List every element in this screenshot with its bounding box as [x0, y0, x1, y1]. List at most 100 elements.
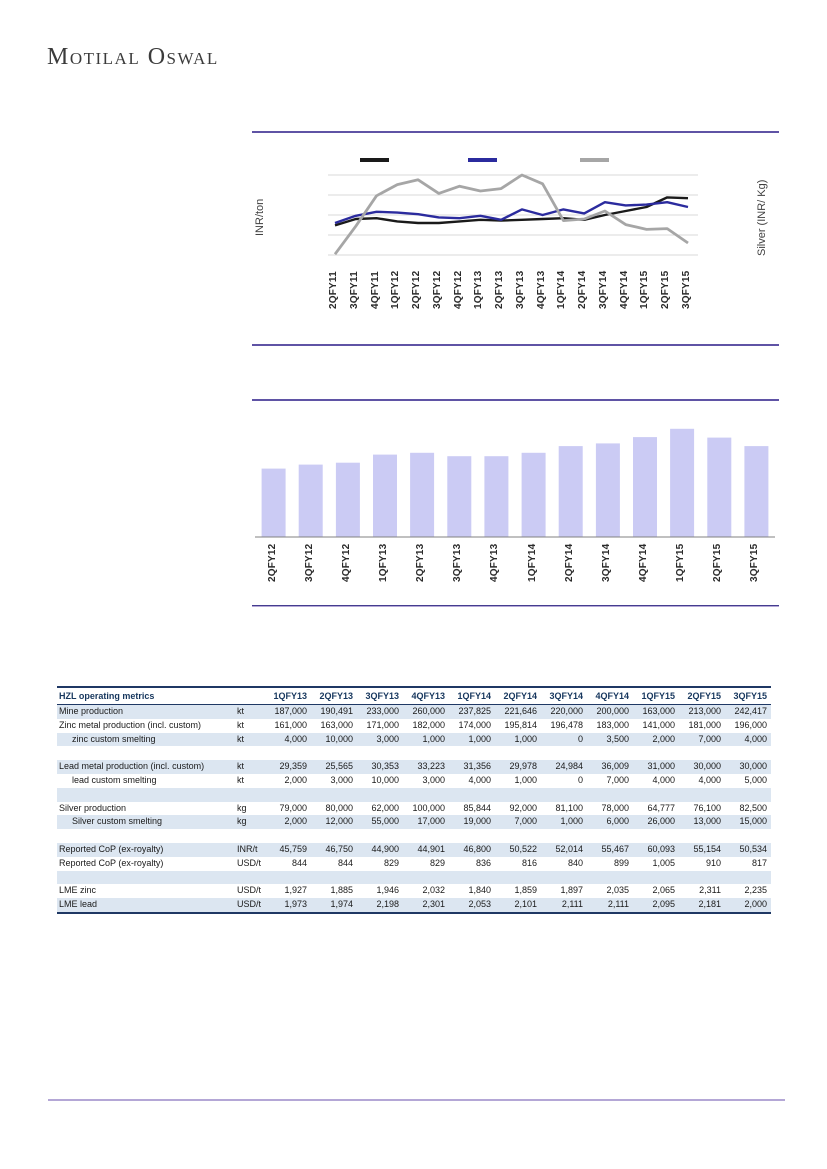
value-cell: 55,154 — [693, 843, 721, 854]
value-cell: 2,000 — [744, 899, 767, 910]
value-cell — [495, 746, 541, 760]
value-cell — [725, 788, 771, 802]
quarter-column-header: 4QFY13 — [403, 687, 449, 705]
quarter-column-header: 2QFY13 — [311, 687, 357, 705]
value-cell: 13,000 — [693, 816, 721, 827]
bar — [261, 468, 286, 537]
unit-column-header — [235, 687, 265, 705]
metric-label-cell: zinc custom smelting — [72, 733, 156, 744]
value-cell: 31,000 — [647, 761, 675, 772]
bar — [410, 452, 435, 537]
value-cell: 30,000 — [693, 761, 721, 772]
line-x-tick-label: 1QFY14 — [556, 271, 568, 310]
table-row: LME zinc USD/t 1,927 1,885 1,946 2,032 1,840 1,… — [57, 884, 771, 898]
value-cell: 2,111 — [561, 899, 583, 910]
bar-x-tick-label: 1QFY13 — [378, 544, 389, 583]
value-cell: 55,000 — [371, 816, 399, 827]
value-cell: 45,759 — [279, 843, 307, 854]
bar-x-tick-label: 2QFY12 — [266, 544, 278, 583]
metric-label-cell: Zinc metal production (incl. custom) — [59, 719, 202, 730]
bar — [373, 454, 397, 537]
bar-x-tick-label: 1QFY14 — [526, 544, 538, 583]
value-cell: 2,111 — [607, 899, 629, 910]
value-cell — [357, 829, 403, 843]
bar-x-tick-label: 2QFY13 — [415, 544, 427, 583]
hzl-operating-metrics-table: HZL operating metrics 1QFY13 2QFY13 3QFY13 4… — [57, 686, 771, 914]
value-cell: 81,100 — [555, 802, 583, 813]
table-blank-row — [57, 746, 771, 760]
line-chart-top-rule — [252, 131, 779, 133]
value-cell: 78,000 — [601, 802, 629, 813]
value-cell: 233,000 — [366, 706, 399, 716]
value-cell: 220,000 — [550, 706, 583, 716]
unit-cell: USD/t — [237, 885, 262, 896]
line-navy-series — [334, 201, 689, 225]
value-cell: 1,840 — [468, 885, 491, 896]
value-cell: 46,750 — [325, 843, 353, 854]
value-cell — [265, 871, 311, 885]
value-cell — [541, 829, 587, 843]
value-cell — [449, 746, 495, 760]
table-blank-row — [57, 829, 771, 843]
value-cell — [679, 746, 725, 760]
value-cell: 31,356 — [463, 761, 491, 772]
value-cell: 2,035 — [606, 885, 629, 896]
metric-label-cell: Silver custom smelting — [72, 816, 163, 827]
quarter-column-header: 1QFY14 — [449, 687, 495, 705]
value-cell: 200,000 — [596, 706, 629, 716]
value-cell: 260,000 — [412, 706, 445, 716]
metric-label-cell: lead custom smelting — [72, 774, 157, 785]
metric-label-cell: Reported CoP (ex-royalty) — [59, 843, 164, 854]
quarter-column-header: 2QFY15 — [679, 687, 725, 705]
unit-cell — [235, 788, 265, 802]
value-cell: 183,000 — [596, 719, 629, 730]
value-cell: 26,000 — [647, 816, 675, 827]
line-x-tick-label: 1QFY12 — [390, 271, 402, 310]
line-chart-x-labels: 2QFY11 3QFY11 4QFY11 1QFY12 2QFY12 3QFY12 4QFY… — [328, 271, 698, 333]
bar-x-tick-label: 3QFY14 — [600, 544, 612, 583]
value-cell: 2,000 — [284, 774, 307, 785]
value-cell: 62,000 — [371, 802, 399, 813]
value-cell — [357, 746, 403, 760]
unit-cell: kt — [237, 733, 245, 744]
value-cell: 82,500 — [739, 802, 767, 813]
value-cell: 221,646 — [504, 706, 537, 716]
value-cell: 50,534 — [739, 843, 767, 854]
metric-label-cell: LME lead — [59, 899, 98, 910]
value-cell: 33,223 — [417, 761, 445, 772]
metric-label-cell: LME zinc — [59, 885, 97, 896]
line-x-tick-label: 3QFY15 — [681, 271, 692, 310]
value-cell: 10,000 — [371, 774, 399, 785]
metric-label-cell: Lead metal production (incl. custom) — [59, 761, 205, 772]
value-cell: 19,000 — [463, 816, 491, 827]
value-cell: 2,235 — [744, 885, 767, 896]
value-cell: 187,000 — [274, 706, 307, 716]
value-cell: 2,301 — [422, 899, 445, 910]
bar-x-tick-label: 1QFY15 — [675, 544, 687, 583]
unit-cell: kg — [237, 816, 247, 827]
value-cell: 1,000 — [422, 733, 445, 744]
table-row: Silver custom smelting kg 2,000 12,000 55,00… — [57, 815, 771, 830]
bar-chart-bottom-rule — [252, 605, 779, 607]
line-x-tick-label: 1QFY15 — [639, 271, 651, 310]
value-cell — [311, 829, 357, 843]
value-cell: 3,000 — [422, 774, 445, 785]
metric-label-cell: Mine production — [59, 706, 124, 716]
bar-x-tick-label: 3QFY12 — [303, 544, 315, 583]
value-cell: 29,359 — [279, 761, 307, 772]
value-cell — [449, 829, 495, 843]
value-cell — [265, 829, 311, 843]
value-cell: 15,000 — [739, 816, 767, 827]
footer-divider — [48, 1099, 785, 1101]
bar — [447, 456, 472, 537]
quarter-column-header: 1QFY15 — [633, 687, 679, 705]
value-cell: 0 — [577, 733, 583, 744]
value-cell — [403, 829, 449, 843]
bar — [521, 452, 546, 537]
value-cell: 181,000 — [688, 719, 721, 730]
line-x-tick-label: 4QFY12 — [452, 271, 464, 310]
value-cell — [587, 871, 633, 885]
value-cell: 60,093 — [647, 843, 675, 854]
value-cell: 163,000 — [320, 719, 353, 730]
